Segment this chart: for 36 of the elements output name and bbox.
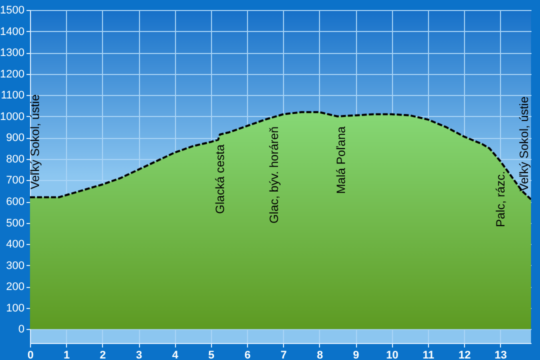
x-tick-label: 12 xyxy=(458,350,471,360)
x-tick-label: 4 xyxy=(172,350,180,360)
x-tick-label: 9 xyxy=(352,350,360,360)
y-tick-label: 1500 xyxy=(0,4,24,16)
y-tick-label: 100 xyxy=(6,302,24,314)
y-tick-label: 400 xyxy=(6,238,24,251)
x-tick-label: 10 xyxy=(386,350,398,360)
y-tick-label: 200 xyxy=(6,281,24,294)
y-tick-label: 1400 xyxy=(0,26,24,38)
x-tick-label: 7 xyxy=(280,350,287,360)
x-tick-label: 11 xyxy=(422,350,434,360)
x-tick-label: 13 xyxy=(494,350,507,360)
annotation: Veľký Sokol, ústie xyxy=(517,96,531,192)
x-tick-label: 2 xyxy=(100,350,106,360)
y-tick-label: 500 xyxy=(6,217,24,230)
y-tick-label: 1100 xyxy=(0,90,24,102)
x-tick-label: 0 xyxy=(27,350,34,360)
y-tick-label: 700 xyxy=(6,174,24,187)
y-tick-label: 1300 xyxy=(0,47,24,60)
y-tick-label: 300 xyxy=(6,260,24,272)
y-tick-label: 600 xyxy=(6,196,24,208)
annotation: Palc, rázc. xyxy=(493,171,508,228)
annotation: Malá Poľana xyxy=(334,126,348,194)
y-tick-label: 1000 xyxy=(0,110,24,123)
x-tick-label: 6 xyxy=(244,350,251,360)
y-tick-label: 0 xyxy=(18,324,24,336)
y-tick-label: 1200 xyxy=(0,68,24,80)
x-tick-label: 8 xyxy=(316,350,323,360)
x-tick-label: 3 xyxy=(136,350,142,360)
x-tick-label: 5 xyxy=(208,350,214,360)
annotation: Veľký Sokol, ústie xyxy=(28,94,42,190)
annotation: Glac, býv. horáreň xyxy=(267,126,282,224)
y-tick-label: 900 xyxy=(6,132,24,144)
x-tick-label: 1 xyxy=(64,350,70,360)
annotation: Glacká cesta xyxy=(212,144,227,214)
y-tick-label: 800 xyxy=(6,153,24,166)
